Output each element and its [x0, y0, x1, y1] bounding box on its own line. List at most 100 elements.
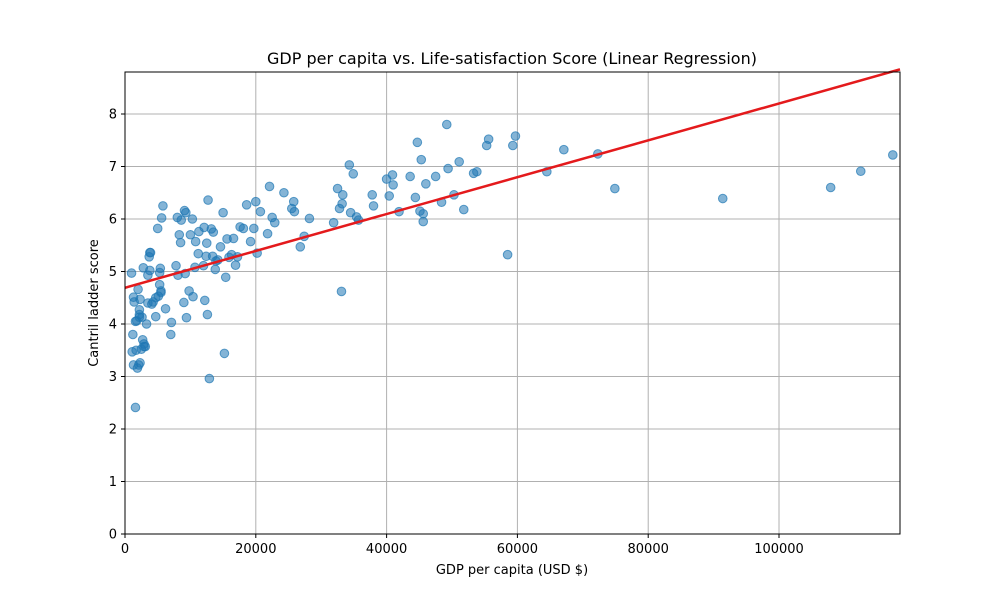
data-point — [443, 163, 453, 174]
data-point — [179, 297, 189, 308]
data-point — [156, 286, 166, 296]
y-tick-label: 1 — [109, 475, 117, 490]
data-point — [337, 198, 347, 209]
x-tick-label: 100000 — [754, 542, 804, 557]
data-point — [210, 264, 221, 275]
data-point — [304, 213, 315, 224]
y-tick-label: 0 — [109, 528, 117, 543]
y-tick-label: 4 — [109, 318, 117, 333]
data-point — [328, 217, 339, 228]
data-point — [855, 166, 866, 177]
data-point — [262, 228, 273, 239]
data-point — [135, 294, 145, 305]
data-point — [559, 144, 569, 155]
data-point — [416, 154, 427, 165]
data-point — [130, 402, 141, 413]
x-tick-label: 20000 — [235, 542, 276, 557]
data-point — [204, 373, 215, 384]
data-point — [421, 179, 431, 189]
data-point — [133, 284, 143, 295]
regression-line — [124, 68, 901, 289]
data-point — [269, 217, 280, 228]
data-point — [181, 312, 192, 323]
data-point — [215, 242, 226, 252]
data-point — [145, 265, 155, 276]
data-point — [888, 150, 898, 160]
data-point — [502, 249, 513, 260]
data-point — [405, 171, 415, 182]
data-point — [137, 312, 147, 322]
data-point — [264, 181, 275, 192]
data-point — [384, 191, 395, 201]
data-point — [825, 182, 836, 193]
data-point — [332, 183, 343, 194]
data-point — [193, 248, 204, 259]
data-point — [472, 166, 482, 177]
data-point — [128, 329, 138, 340]
data-point — [158, 201, 168, 211]
data-point — [337, 190, 348, 200]
x-tick-label: 0 — [121, 542, 129, 557]
data-point — [160, 303, 171, 314]
data-point — [176, 215, 187, 225]
y-tick-label: 3 — [109, 370, 117, 385]
x-axis-label: GDP per capita (USD $) — [436, 563, 588, 578]
data-point — [165, 329, 176, 340]
data-point — [156, 213, 167, 223]
data-point — [140, 341, 151, 352]
x-axis-ticks: 0 20000 40000 60000 80000 100000 — [121, 534, 804, 557]
data-point — [145, 247, 156, 258]
data-point — [454, 156, 464, 167]
data-point — [279, 187, 289, 198]
data-point — [418, 216, 429, 227]
y-tick-label: 5 — [109, 265, 117, 280]
data-point — [155, 263, 166, 274]
data-point — [201, 238, 212, 248]
data-point — [388, 180, 398, 190]
y-tick-label: 6 — [109, 213, 117, 228]
data-point — [181, 207, 191, 218]
data-point — [348, 169, 359, 179]
y-axis-label: Cantril ladder score — [87, 239, 102, 367]
data-point — [152, 223, 163, 234]
data-point — [126, 268, 137, 278]
data-point — [410, 192, 421, 203]
regression-line-group — [124, 68, 901, 289]
data-point — [288, 196, 299, 207]
x-tick-label: 60000 — [497, 542, 538, 557]
data-point — [203, 195, 213, 205]
data-point — [166, 317, 177, 328]
data-point — [255, 206, 266, 217]
data-point — [249, 223, 259, 234]
y-tick-label: 8 — [109, 108, 117, 123]
data-point — [141, 319, 152, 329]
data-point — [510, 131, 521, 141]
data-point — [208, 227, 219, 237]
data-point — [251, 196, 261, 207]
data-point — [441, 119, 452, 130]
grid-lines — [124, 72, 900, 535]
data-point — [218, 207, 228, 218]
data-point — [135, 358, 145, 368]
data-point — [336, 286, 347, 297]
data-point — [175, 237, 186, 248]
x-tick-label: 80000 — [628, 542, 669, 557]
data-point — [245, 236, 256, 247]
chart-title: GDP per capita vs. Life-satisfaction Sco… — [267, 49, 757, 68]
data-point — [171, 260, 181, 271]
data-point — [230, 260, 241, 271]
y-tick-label: 7 — [109, 160, 117, 175]
data-point — [289, 206, 300, 217]
y-tick-label: 2 — [109, 423, 117, 438]
data-point — [188, 291, 198, 302]
data-point — [295, 242, 306, 252]
data-point — [610, 183, 620, 194]
data-point — [238, 223, 249, 234]
data-point — [187, 214, 198, 224]
y-axis-ticks: 0 1 2 3 4 5 6 7 8 — [109, 108, 125, 543]
data-point — [241, 200, 252, 210]
data-point — [202, 309, 213, 320]
data-point — [418, 208, 429, 219]
